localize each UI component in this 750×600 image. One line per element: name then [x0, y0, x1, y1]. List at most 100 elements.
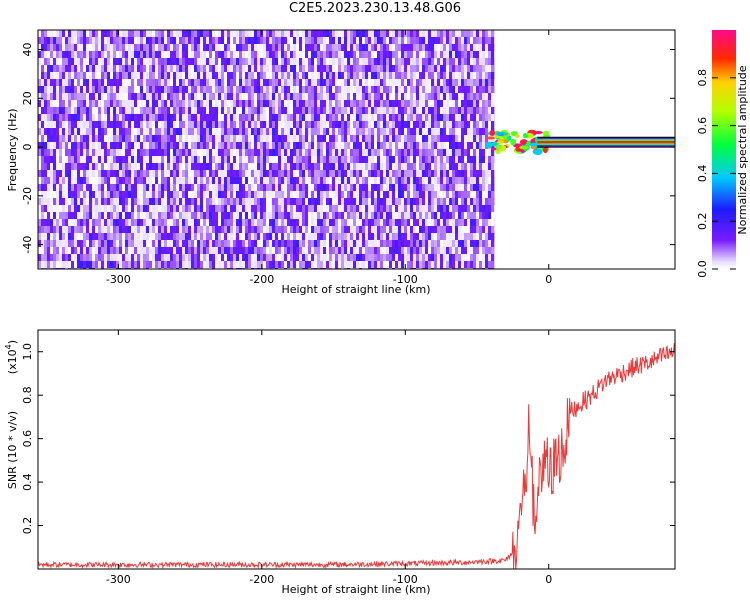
spectrogram-cell [347, 219, 351, 227]
spectrogram-cell [77, 142, 81, 150]
spectrogram-cell [65, 72, 69, 80]
spectrogram-cell [137, 247, 141, 255]
spectrogram-cell [422, 254, 426, 262]
spectrogram-cell [131, 261, 135, 269]
spectrogram-cell [167, 44, 171, 52]
spectrogram-cell [146, 128, 150, 136]
spectrogram-cell [170, 191, 174, 199]
spectrogram-cell [170, 233, 174, 241]
spectrogram-cell [83, 93, 87, 101]
spectrogram-cell [290, 233, 294, 241]
spectrogram-cell [47, 142, 51, 150]
spectrogram-cell [410, 58, 414, 66]
spectrogram-cell [290, 79, 294, 87]
spectrogram-cell [257, 156, 261, 164]
spectrogram-cell [215, 254, 219, 262]
spectrogram-cell [371, 191, 375, 199]
spectrogram-cell [170, 93, 174, 101]
spectrogram-cell [293, 121, 297, 129]
spectrogram-cell [161, 149, 165, 157]
spectrogram-cell [92, 121, 96, 129]
spectrogram-cell [425, 226, 429, 234]
spectrogram-cell [416, 170, 420, 178]
spectrogram-cell [290, 212, 294, 220]
spectrogram-cell [257, 149, 261, 157]
spectrogram-cell [434, 142, 438, 150]
spectrogram-cell [425, 212, 429, 220]
spectrogram-cell [380, 184, 384, 192]
spectrogram-cell [383, 247, 387, 255]
spectrogram-cell [221, 212, 225, 220]
spectrogram-cell [122, 121, 126, 129]
spectrogram-cell [50, 156, 54, 164]
spectrogram-cell [443, 170, 447, 178]
spectrogram-cell [242, 142, 246, 150]
spectrogram-cell [143, 254, 147, 262]
spectrogram-cell [275, 121, 279, 129]
spectrogram-cell [158, 65, 162, 73]
spectrogram-cell [227, 219, 231, 227]
spectrogram-cell [365, 72, 369, 80]
spectrogram-cell [119, 142, 123, 150]
spectrogram-cell [38, 58, 42, 66]
spectrogram-cell [179, 142, 183, 150]
spectrogram-cell [284, 142, 288, 150]
spectrogram-cell [98, 226, 102, 234]
spectrogram-cell [140, 219, 144, 227]
spectrogram-cell [266, 86, 270, 94]
spectrogram-cell [83, 107, 87, 115]
spectrogram-cell [152, 51, 156, 59]
spectrogram-cell [401, 93, 405, 101]
spectrogram-cell [401, 170, 405, 178]
spectrogram-cell [170, 58, 174, 66]
spectrogram-cell [65, 261, 69, 269]
spectrogram-cell [74, 51, 78, 59]
spectrogram-cell [323, 51, 327, 59]
spectrogram-cell [92, 254, 96, 262]
spectrogram-cell [371, 51, 375, 59]
spectrogram-cell [248, 205, 252, 213]
spectrogram-cell [464, 121, 468, 129]
spectrogram-cell [335, 65, 339, 73]
spectrogram-cell [395, 135, 399, 143]
spectrogram-cell [113, 254, 117, 262]
spectrogram-cell [314, 184, 318, 192]
spectrogram-cell [341, 212, 345, 220]
spectrogram-cell [83, 30, 87, 38]
spectrogram-cell [236, 149, 240, 157]
spectrogram-cell [410, 142, 414, 150]
spectrogram-cell [428, 191, 432, 199]
spectrogram-cell [209, 86, 213, 94]
spectrogram-cell [230, 184, 234, 192]
spectrogram-cell [143, 79, 147, 87]
spectrogram-cell [227, 191, 231, 199]
spectrogram-cell [155, 233, 159, 241]
spectrogram-cell [371, 212, 375, 220]
spectrogram-cell [254, 198, 258, 206]
spectrogram-cell [77, 212, 81, 220]
spectrogram-cell [455, 44, 459, 52]
spectrogram-cell [257, 240, 261, 248]
spectrogram-cell [269, 219, 273, 227]
spectrogram-cell [173, 233, 177, 241]
spectrogram-cell [362, 86, 366, 94]
spectrogram-cell [386, 100, 390, 108]
spectrogram-cell [302, 226, 306, 234]
spectrogram-cell [233, 135, 237, 143]
spectrogram-cell [263, 107, 267, 115]
spectrogram-cell [137, 44, 141, 52]
spectrogram-cell [356, 142, 360, 150]
spectrogram-cell [386, 240, 390, 248]
spectrogram-cell [269, 142, 273, 150]
spectrogram-cell [452, 219, 456, 227]
spectrogram-cell [161, 86, 165, 94]
spectrogram-cell [185, 170, 189, 178]
spectrogram-cell [116, 114, 120, 122]
spectrogram-cell [275, 79, 279, 87]
spectrogram-cell [326, 240, 330, 248]
spectrogram-cell [461, 100, 465, 108]
spectrogram-cell [440, 100, 444, 108]
spectrogram-cell [260, 149, 264, 157]
spectrogram-cell [419, 219, 423, 227]
spectrogram-cell [314, 100, 318, 108]
